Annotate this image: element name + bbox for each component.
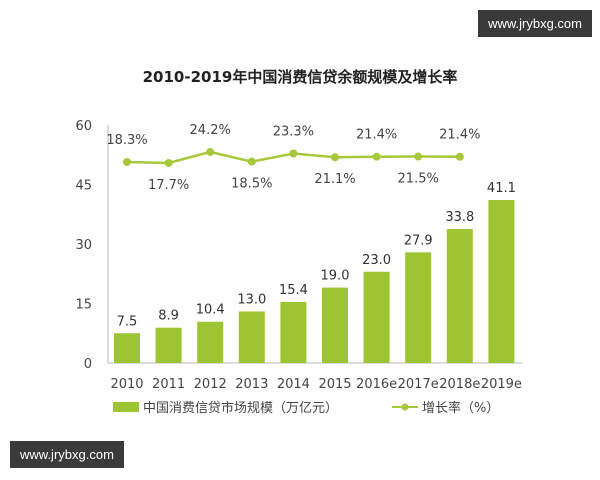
bar-value-label: 41.1 (487, 181, 516, 196)
y-tick-label: 15 (75, 298, 92, 313)
bar (363, 271, 390, 363)
bar-value-label: 27.9 (404, 233, 433, 248)
x-tick-label: 2015 (318, 377, 351, 392)
growth-value-label: 21.4% (356, 128, 397, 143)
x-tick-label: 2018e (439, 377, 480, 392)
x-tick-label: 2010 (110, 377, 143, 392)
bar (280, 301, 307, 363)
x-tick-label: 2012 (194, 377, 227, 392)
chart-title: 2010-2019年中国消费信贷余额规模及增长率 (143, 68, 458, 86)
bar (238, 311, 265, 363)
growth-point (289, 149, 298, 158)
y-tick-label: 60 (75, 119, 92, 134)
x-tick-label: 2013 (235, 377, 268, 392)
growth-value-label: 21.4% (439, 128, 480, 143)
growth-point (455, 152, 464, 161)
x-tick-label: 2011 (152, 377, 185, 392)
legend-bar-label: 中国消费信贷市场规模（万亿元） (143, 400, 338, 416)
bar-value-label: 7.5 (117, 314, 138, 329)
growth-value-label: 21.5% (398, 172, 439, 187)
x-tick-label: 2017e (398, 377, 439, 392)
growth-value-label: 18.3% (106, 133, 147, 148)
bar (446, 228, 473, 363)
legend-bar-swatch (113, 402, 139, 412)
bar (155, 327, 182, 363)
bar (405, 252, 432, 363)
x-tick-label: 2019e (481, 377, 522, 392)
watermark-bottom: www.jrybxg.com (10, 441, 124, 468)
legend-line-label: 增长率（%） (422, 400, 499, 416)
y-tick-label: 30 (75, 238, 92, 253)
bar-value-label: 10.4 (196, 303, 225, 318)
growth-point (123, 158, 131, 166)
bar (488, 199, 515, 363)
y-tick-label: 0 (84, 357, 92, 372)
growth-value-label: 18.5% (231, 177, 272, 192)
legend-line-marker (401, 403, 409, 411)
growth-value-label: 24.2% (190, 123, 231, 138)
growth-value-label: 17.7% (148, 178, 189, 193)
bar (114, 333, 140, 363)
growth-point (206, 147, 215, 156)
bar (197, 321, 224, 363)
bar (322, 287, 348, 363)
x-tick-label: 2016e (356, 377, 397, 392)
bar-value-label: 19.0 (321, 269, 350, 284)
growth-point (331, 153, 339, 162)
growth-point (164, 159, 173, 168)
growth-point (372, 152, 381, 161)
bar-value-label: 13.0 (237, 292, 266, 307)
bar-value-label: 8.9 (158, 309, 179, 324)
bar-value-label: 33.8 (445, 210, 474, 225)
growth-point (414, 152, 423, 161)
legend: 中国消费信贷市场规模（万亿元） 增长率（%） (113, 400, 499, 416)
x-tick-label: 2014 (277, 377, 310, 392)
growth-value-label: 23.3% (273, 125, 314, 140)
watermark-top: www.jrybxg.com (478, 10, 592, 37)
growth-value-label: 21.1% (314, 172, 355, 187)
bar-value-label: 15.4 (279, 283, 308, 298)
bar-value-label: 23.0 (362, 253, 391, 268)
growth-point (247, 157, 256, 166)
y-tick-label: 45 (75, 179, 92, 194)
